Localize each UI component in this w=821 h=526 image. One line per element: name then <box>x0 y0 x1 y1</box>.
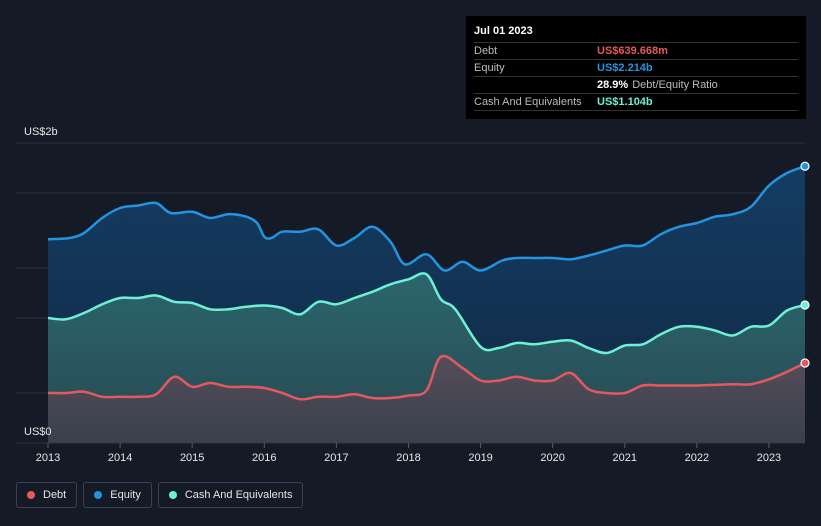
x-tick-label: 2021 <box>613 452 637 464</box>
x-tick-label: 2016 <box>252 452 276 464</box>
tooltip-value: US$639.668m <box>597 45 668 57</box>
debt-end-marker <box>800 358 810 368</box>
x-tick-label: 2018 <box>396 452 420 464</box>
tooltip-suffix: Debt/Equity Ratio <box>632 79 718 91</box>
legend-label: Equity <box>110 489 141 501</box>
series-end-markers <box>800 161 810 368</box>
x-tick-label: 2023 <box>757 452 781 464</box>
data-tooltip: Jul 01 2023 Debt US$639.668m Equity US$2… <box>466 16 806 119</box>
debt-line <box>47 354 806 401</box>
x-tick-label: 2017 <box>324 452 348 464</box>
tooltip-row-cash: Cash And Equivalents US$1.104b <box>474 93 798 111</box>
series-areas <box>48 166 805 444</box>
tooltip-row-debt: Debt US$639.668m <box>474 42 798 59</box>
tooltip-value: US$2.214b <box>597 62 653 74</box>
legend-label: Debt <box>43 489 67 501</box>
equity-end-marker <box>800 161 810 171</box>
legend-item-cash[interactable]: Cash And Equivalents <box>157 482 304 508</box>
x-tick-label: 2022 <box>685 452 709 464</box>
tooltip-label: Cash And Equivalents <box>474 96 582 108</box>
debt-area <box>48 356 805 443</box>
legend-item-debt[interactable]: Debt <box>16 482 78 508</box>
legend-label: Cash And Equivalents <box>184 489 293 501</box>
tooltip-label <box>474 77 597 93</box>
tooltip-value: 28.9% <box>597 79 629 91</box>
x-tick-label: 2015 <box>180 452 204 464</box>
y-axis-top-label: US$2b <box>24 126 58 138</box>
tooltip-label: Debt <box>474 45 498 57</box>
cash-and-equivalents-line <box>47 272 806 355</box>
equity-dot-icon <box>94 491 103 499</box>
equity-line <box>47 165 806 272</box>
tooltip-date: Jul 01 2023 <box>474 25 533 37</box>
y-axis-bottom-label: US$0 <box>24 426 52 438</box>
chart-legend: Debt Equity Cash And Equivalents <box>16 482 304 508</box>
x-tick-label: 2014 <box>108 452 132 464</box>
series-lines <box>47 165 806 401</box>
legend-item-equity[interactable]: Equity <box>83 482 152 508</box>
cash-dot-icon <box>168 491 177 499</box>
tooltip-label: Equity <box>474 62 505 74</box>
tooltip-row-ratio: 28.9% Debt/Equity Ratio <box>474 76 798 93</box>
tooltip-row-equity: Equity US$2.214b <box>474 59 798 76</box>
x-axis-ticks: 2013 2014 2015 2016 2017 2018 2019 2020 2021 2022… <box>36 443 781 464</box>
cash-and-equivalents-end-marker <box>800 300 810 310</box>
x-tick-label: 2013 <box>36 452 60 464</box>
x-tick-label: 2019 <box>468 452 492 464</box>
x-tick-label: 2020 <box>540 452 564 464</box>
tooltip-value: US$1.104b <box>597 96 653 108</box>
debt-dot-icon <box>27 491 35 499</box>
